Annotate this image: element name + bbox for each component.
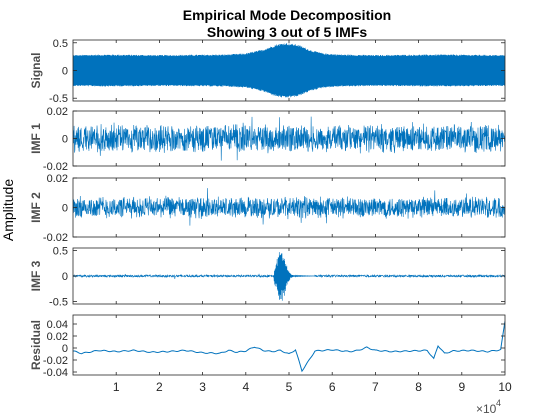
series-line-imf-1 (73, 116, 505, 161)
y-tick-label: 0.02 (47, 173, 68, 185)
y-tick-label: 0.02 (47, 106, 68, 118)
x-tick-label: 4 (242, 380, 249, 394)
x-tick-label: 5 (286, 380, 293, 394)
x-tick-label: 6 (329, 380, 336, 394)
panel-imf-3: 0.5 0 -0.5 IMF 3 (29, 246, 506, 308)
panel-signal: 0.5 0 -0.5 Signal (29, 38, 506, 105)
y-tick-label: -0.02 (43, 232, 68, 244)
chart-title-line1: Empirical Mode Decomposition (183, 7, 391, 23)
y-tick-label: 0 (62, 271, 68, 283)
y-tick-label: -0.04 (43, 367, 68, 379)
y-tick-label: 0 (62, 343, 68, 355)
y-tick-label: 0 (62, 203, 68, 215)
y-tick-label: 0.5 (53, 246, 68, 258)
y-tick-label: 0.5 (53, 38, 68, 50)
chart-title-line2: Showing 3 out of 5 IMFs (207, 24, 367, 40)
y-tick-label: -0.5 (49, 93, 68, 105)
panel-label: Residual (29, 320, 43, 370)
x-tick-label: 2 (156, 380, 163, 394)
series-line-residual (73, 321, 505, 373)
y-tick-label: 0 (62, 66, 68, 78)
x-exponent-power: 4 (496, 398, 501, 408)
panel-label: Signal (29, 52, 43, 88)
x-tick-label: 1 (113, 380, 120, 394)
panel-label: IMF 3 (29, 260, 43, 291)
y-tick-label: -0.02 (43, 161, 68, 173)
x-exponent-base: ×10 (476, 402, 497, 416)
panel-label: IMF 2 (29, 192, 43, 223)
x-tick-label: 9 (458, 380, 465, 394)
y-tick-label: 0 (62, 134, 68, 146)
x-tick-label: 8 (415, 380, 422, 394)
x-tick-label: 3 (199, 380, 206, 394)
x-tick-label: 10 (498, 380, 512, 394)
y-axis-label: Amplitude (0, 179, 16, 241)
y-tick-label: -0.5 (49, 296, 68, 308)
y-tick-label: 0.02 (47, 331, 68, 343)
series-line-imf-2 (73, 188, 505, 226)
series-line-signal (73, 43, 505, 98)
series-line-imf-3 (73, 252, 505, 301)
panel-label: IMF 1 (29, 123, 43, 154)
x-axis: 1 2 3 4 5 6 7 8 9 10 (113, 380, 512, 394)
y-tick-label: 0.04 (47, 319, 68, 331)
x-tick-label: 7 (372, 380, 379, 394)
y-tick-label: -0.02 (43, 355, 68, 367)
